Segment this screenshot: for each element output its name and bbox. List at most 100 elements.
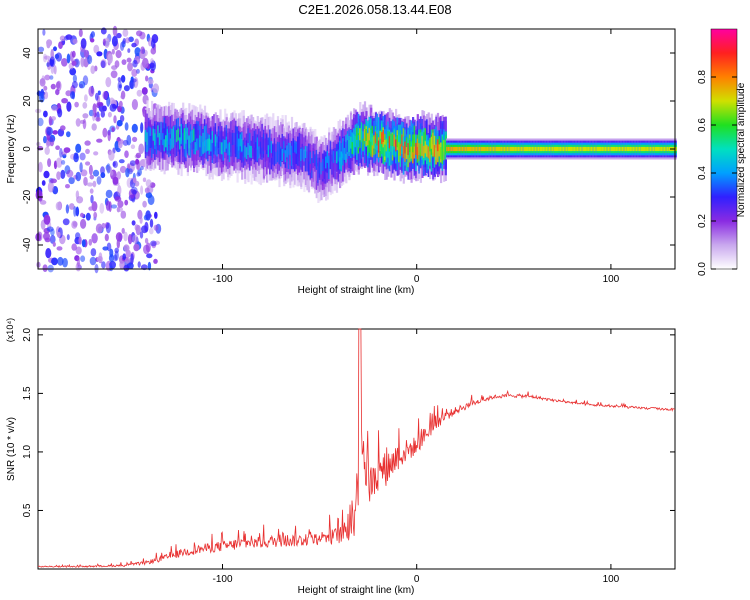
heatmap-cell xyxy=(54,53,60,60)
heatmap-cell xyxy=(69,51,74,62)
heatmap-cell xyxy=(578,146,581,152)
heatmap-cell xyxy=(620,146,623,152)
heatmap-cell xyxy=(509,146,513,152)
heatmap-cell xyxy=(45,248,52,259)
heatmap-cell xyxy=(500,146,503,152)
heatmap-cell xyxy=(125,167,130,178)
heatmap-cell xyxy=(131,42,137,48)
heatmap-cell xyxy=(634,146,637,152)
heatmap-cell xyxy=(315,156,318,169)
heatmap-cell xyxy=(413,134,416,155)
heatmap-cell xyxy=(317,162,320,183)
heatmap-cell xyxy=(656,146,659,152)
heatmap-cell xyxy=(325,156,328,169)
heatmap-cell xyxy=(660,146,663,152)
heatmap-cell xyxy=(107,111,112,118)
heatmap-cell xyxy=(42,264,48,273)
heatmap-cell xyxy=(117,200,124,208)
heatmap-cell xyxy=(497,146,500,152)
heatmap-cell xyxy=(399,130,402,151)
heatmap-cell xyxy=(264,139,267,168)
heatmap-cell xyxy=(576,146,579,152)
y-tick-label: 1.5 xyxy=(22,386,33,400)
heatmap-cell xyxy=(217,136,220,149)
heatmap-cell xyxy=(261,147,264,160)
heatmap-cell xyxy=(562,146,565,152)
heatmap-cell xyxy=(446,146,449,152)
heatmap-cell xyxy=(38,161,43,173)
heatmap-cell xyxy=(449,146,452,152)
heatmap-cell xyxy=(39,92,45,103)
heatmap-cell xyxy=(365,129,368,141)
spectrogram-x-ticks: -100 0 100 xyxy=(212,29,620,285)
heatmap-cell xyxy=(565,146,569,152)
heatmap-cell xyxy=(150,240,157,247)
heatmap-cell xyxy=(632,146,635,152)
heatmap-cell xyxy=(108,150,115,161)
heatmap-cell xyxy=(652,146,656,152)
heatmap-cell xyxy=(55,201,62,211)
heatmap-cell xyxy=(443,139,446,152)
heatmap-cell xyxy=(52,241,56,247)
heatmap-cell xyxy=(155,134,158,147)
spectrogram-panel: -100 0 100 -40 -20 0 20 40 Height of straight … xyxy=(6,25,677,296)
heatmap-cell xyxy=(109,265,114,272)
colorbar-gradient xyxy=(710,28,738,270)
heatmap-cell xyxy=(236,133,239,154)
heatmap-cell xyxy=(140,185,144,195)
heatmap-cell xyxy=(203,126,207,147)
heatmap-cell xyxy=(61,98,68,104)
heatmap-cell xyxy=(51,257,58,266)
heatmap-cell xyxy=(49,56,56,68)
heatmap-cell xyxy=(124,150,129,158)
heatmap-cell xyxy=(71,243,77,251)
heatmap-cell xyxy=(123,264,130,272)
heatmap-cell xyxy=(595,146,598,152)
heatmap-cell xyxy=(478,146,482,152)
heatmap-cell xyxy=(371,137,374,158)
heatmap-cell xyxy=(76,256,80,267)
heatmap-cell xyxy=(196,123,199,144)
heatmap-cell xyxy=(183,128,186,140)
heatmap-cell xyxy=(405,147,408,160)
heatmap-cell xyxy=(152,128,155,141)
heatmap-cell xyxy=(138,143,145,155)
heatmap-cell xyxy=(648,146,651,152)
x-tick-label: 100 xyxy=(603,574,620,585)
heatmap-cell xyxy=(256,140,259,161)
heatmap-cell xyxy=(78,236,82,245)
heatmap-cell xyxy=(455,146,458,152)
heatmap-cell xyxy=(80,212,84,218)
heatmap-cell xyxy=(245,147,248,160)
heatmap-cell xyxy=(131,220,136,226)
heatmap-cell xyxy=(227,143,230,156)
heatmap-cell xyxy=(326,150,329,163)
heatmap-cell xyxy=(419,143,422,156)
heatmap-cell xyxy=(91,233,98,244)
heatmap-cell xyxy=(418,131,421,152)
heatmap-cell xyxy=(152,83,160,94)
heatmap-cell xyxy=(117,185,122,196)
heatmap-cell xyxy=(105,77,112,88)
heatmap-cell xyxy=(72,38,78,45)
heatmap-cell xyxy=(96,176,102,185)
heatmap-cell xyxy=(247,128,250,157)
heatmap-cell xyxy=(363,129,367,141)
heatmap-cell xyxy=(426,134,429,155)
heatmap-cell xyxy=(283,141,286,154)
heatmap-cell xyxy=(140,122,144,134)
heatmap-cell xyxy=(145,210,151,221)
heatmap-cell xyxy=(395,139,398,152)
heatmap-cell xyxy=(75,206,80,217)
heatmap-cell xyxy=(284,150,287,163)
heatmap-cell xyxy=(114,140,119,151)
heatmap-cell xyxy=(135,152,142,159)
heatmap-cell xyxy=(354,135,357,148)
heatmap-cell xyxy=(247,143,250,155)
heatmap-cell xyxy=(593,146,596,152)
heatmap-cell xyxy=(430,136,433,149)
heatmap-cell xyxy=(266,138,269,151)
heatmap-cell xyxy=(391,134,394,147)
colorbar-tick-label: 0.2 xyxy=(697,214,708,228)
heatmap-cell xyxy=(262,139,266,152)
